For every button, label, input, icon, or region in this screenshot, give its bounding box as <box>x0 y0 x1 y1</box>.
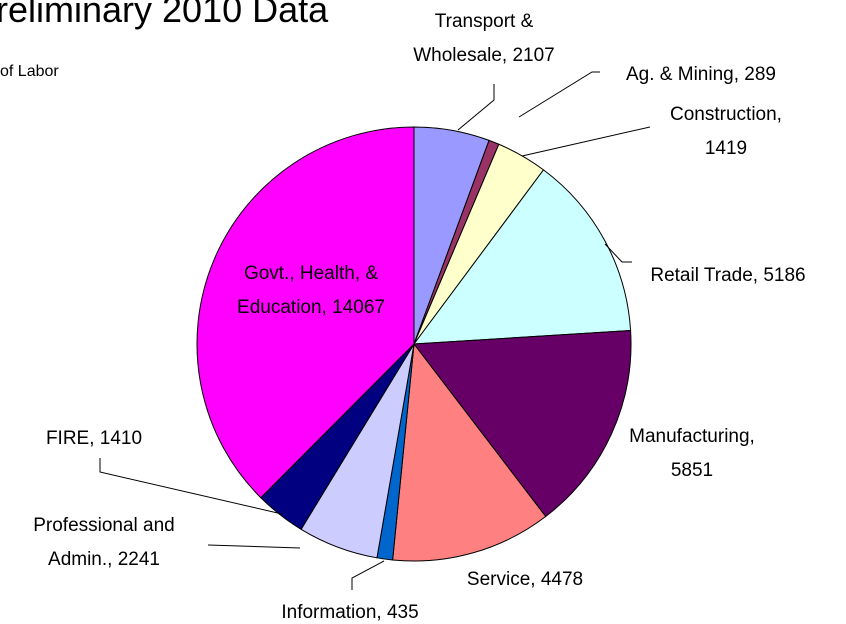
data-label: Retail Trade, 5186 <box>650 265 805 286</box>
data-label: Manufacturing, 5851 <box>629 426 755 481</box>
data-label: FIRE, 1410 <box>46 428 142 449</box>
data-label: Govt., Health, & Education, 14067 <box>237 263 385 318</box>
data-label: Professional and Admin., 2241 <box>33 515 175 570</box>
pie-slice <box>412 169 632 345</box>
leader-line <box>518 71 600 118</box>
pie-slice <box>413 330 632 518</box>
data-label: Construction, 1419 <box>670 104 782 159</box>
pie-slice <box>196 126 415 499</box>
data-label: Transport & Wholesale, 2107 <box>413 11 555 66</box>
data-label: Service, 4478 <box>467 569 583 590</box>
leader-line <box>207 544 301 549</box>
chart-title: reliminary 2010 Data <box>0 0 329 30</box>
leader-line <box>351 560 385 590</box>
leader-line <box>604 243 632 263</box>
leader-line <box>457 84 495 131</box>
leader-line <box>521 126 651 157</box>
pie-slice <box>392 342 547 562</box>
leader-line <box>99 458 283 515</box>
chart-subtitle: of Labor <box>0 63 59 80</box>
data-label: Ag. & Mining, 289 <box>626 64 776 85</box>
data-label: Information, 435 <box>281 602 418 623</box>
